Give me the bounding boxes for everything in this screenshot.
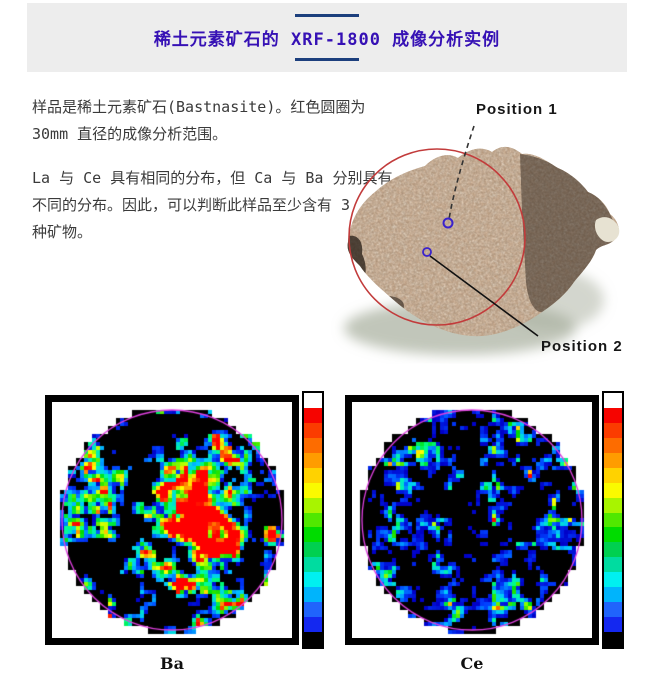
header-band: 稀土元素矿石的 XRF-1800 成像分析实例 bbox=[27, 3, 627, 72]
position2-marker bbox=[422, 247, 432, 257]
colorbar-segment bbox=[304, 527, 322, 543]
colorbar-segment bbox=[604, 602, 622, 618]
colorbar-segment bbox=[604, 437, 622, 453]
colorbar-segment bbox=[604, 572, 622, 588]
ba-heatmap bbox=[52, 402, 292, 638]
description-text: 样品是稀土元素矿石(Bastnasite)。红色圆圈为 30mm 直径的成像分析… bbox=[32, 94, 392, 246]
description-line: 种矿物。 bbox=[32, 223, 93, 241]
rock-right-fragment bbox=[594, 217, 620, 242]
page-title: 稀土元素矿石的 XRF-1800 成像分析实例 bbox=[153, 30, 501, 50]
colorbar-segment bbox=[604, 632, 622, 647]
colorbar-segment bbox=[604, 617, 622, 632]
colorbar-segment bbox=[304, 617, 322, 632]
analysis-circle bbox=[348, 148, 526, 326]
description-line: 样品是稀土元素矿石(Bastnasite)。红色圆圈为 bbox=[32, 98, 366, 116]
colorbar-segment bbox=[304, 542, 322, 558]
map-panel-ba: Ba bbox=[45, 391, 325, 683]
ba-map-label: Ba bbox=[160, 654, 184, 673]
map-panel-ce: Ce bbox=[345, 391, 625, 683]
colorbar-segment bbox=[604, 452, 622, 468]
colorbar-segment bbox=[304, 393, 322, 408]
colorbar-segment bbox=[604, 512, 622, 528]
colorbar-segment bbox=[604, 393, 622, 408]
ce-colorbar bbox=[602, 391, 624, 649]
colorbar-segment bbox=[304, 572, 322, 588]
ce-map-frame bbox=[345, 395, 599, 645]
description-line: La 与 Ce 具有相同的分布，但 Ca 与 Ba 分别具有 bbox=[32, 169, 393, 187]
colorbar-segment bbox=[604, 482, 622, 498]
header-top-rule bbox=[295, 14, 359, 17]
description-paragraph-2: La 与 Ce 具有相同的分布，但 Ca 与 Ba 分别具有 不同的分布。因此，… bbox=[32, 165, 392, 246]
colorbar-segment bbox=[604, 587, 622, 603]
colorbar-segment bbox=[304, 557, 322, 573]
header-bottom-rule bbox=[295, 58, 359, 61]
position2-label: Position 2 bbox=[541, 338, 623, 355]
position1-label: Position 1 bbox=[476, 101, 558, 118]
colorbar-segment bbox=[604, 467, 622, 483]
colorbar-segment bbox=[304, 512, 322, 528]
colorbar-segment bbox=[304, 452, 322, 468]
rock-photo-image bbox=[344, 125, 620, 355]
colorbar-segment bbox=[604, 542, 622, 558]
colorbar-segment bbox=[304, 422, 322, 438]
description-line: 30mm 直径的成像分析范围。 bbox=[32, 125, 228, 143]
colorbar-segment bbox=[304, 587, 322, 603]
description-paragraph-1: 样品是稀土元素矿石(Bastnasite)。红色圆圈为 30mm 直径的成像分析… bbox=[32, 94, 392, 148]
colorbar-segment bbox=[304, 497, 322, 513]
colorbar-segment bbox=[604, 497, 622, 513]
ba-map-frame bbox=[45, 395, 299, 645]
colorbar-segment bbox=[304, 632, 322, 647]
colorbar-segment bbox=[304, 467, 322, 483]
position1-pointer-line bbox=[448, 125, 475, 220]
colorbar-segment bbox=[604, 422, 622, 438]
position2-pointer-line bbox=[429, 255, 539, 337]
sample-photo-figure: Position 1 Position 2 bbox=[330, 92, 654, 378]
colorbar-segment bbox=[604, 407, 622, 423]
description-line: 不同的分布。因此，可以判断此样品至少含有 3 bbox=[32, 196, 351, 214]
position1-marker bbox=[442, 217, 454, 229]
colorbar-segment bbox=[604, 557, 622, 573]
colorbar-segment bbox=[304, 602, 322, 618]
ce-heatmap bbox=[352, 402, 592, 638]
colorbar-segment bbox=[304, 482, 322, 498]
colorbar-segment bbox=[304, 407, 322, 423]
colorbar-segment bbox=[304, 437, 322, 453]
ba-colorbar bbox=[302, 391, 324, 649]
colorbar-segment bbox=[604, 527, 622, 543]
ce-map-label: Ce bbox=[460, 654, 484, 673]
